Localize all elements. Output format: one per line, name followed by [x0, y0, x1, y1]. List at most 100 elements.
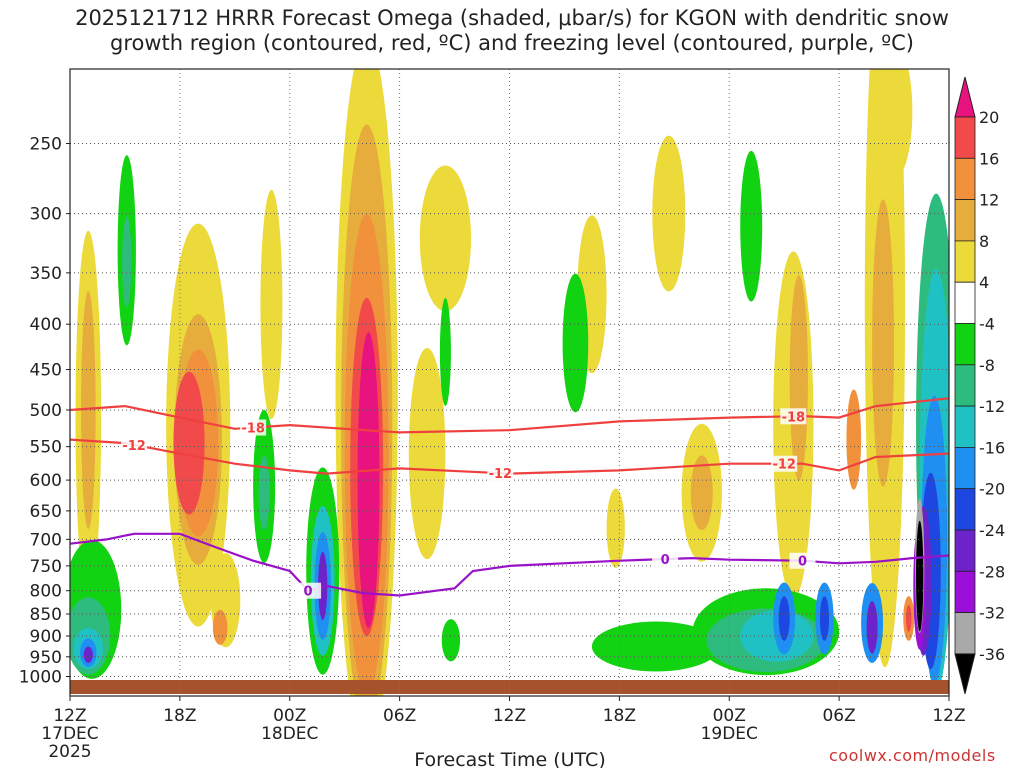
omega-ascent-area [441, 619, 461, 662]
colorbar-label: -16 [979, 438, 1005, 457]
colorbar-bin [954, 323, 976, 366]
contour-label-bg [240, 419, 267, 436]
contour-label-bg [652, 551, 679, 568]
omega-ascent-area [819, 596, 830, 641]
contour-label: -18 [241, 422, 265, 437]
chart-title: 2025121712 HRRR Forecast Omega (shaded, … [0, 6, 1024, 56]
y-tick-label: 350 [30, 264, 62, 284]
y-tick-label: 900 [30, 627, 62, 647]
omega-descent-area [872, 199, 895, 487]
omega-descent-area [789, 275, 808, 481]
omega-ascent-area [591, 621, 721, 672]
y-tick-label: 850 [30, 605, 62, 625]
y-tick-label: 500 [30, 401, 62, 421]
x-tick-sublabel: 18DEC [261, 724, 318, 744]
omega-descent-area [690, 455, 713, 531]
contour-label: 0 [304, 585, 313, 600]
omega-shading [70, 0, 949, 696]
colorbar-label: -28 [979, 562, 1005, 581]
colorbar-label: 16 [979, 149, 999, 168]
omega-descent-area [80, 290, 96, 530]
colorbar-bin [954, 570, 976, 613]
colorbar-label: -36 [979, 645, 1005, 664]
contour-label: -18 [782, 410, 806, 425]
y-tick-label: 300 [30, 205, 62, 225]
colorbar-bin [954, 281, 976, 324]
contour-label: -12 [772, 458, 796, 473]
y-tick-label: 950 [30, 648, 62, 668]
colorbar-bin [954, 446, 976, 490]
colorbar-label: -8 [979, 356, 995, 375]
contour-label: 0 [661, 553, 670, 568]
x-tick-sublabel: 17DEC [41, 724, 98, 744]
omega-descent-area [905, 605, 912, 632]
contour-line [70, 397, 949, 434]
x-tick-label: 12Z [53, 706, 86, 726]
omega-ascent-area [122, 216, 132, 308]
x-tick-label: 18Z [163, 706, 196, 726]
y-tick-label: 550 [30, 438, 62, 458]
contour-label-bg [771, 455, 798, 472]
colorbar-label: 12 [979, 191, 999, 210]
terrain-ground [70, 680, 949, 694]
y-tick-label: 650 [30, 502, 62, 522]
contour-label-bg [121, 436, 148, 453]
x-tick-label: 18Z [603, 706, 636, 726]
colorbar-label: -24 [979, 521, 1005, 540]
contour-line [70, 438, 949, 475]
x-tick-label: 06Z [383, 706, 416, 726]
colorbar-bin [954, 116, 976, 159]
y-tick-label: 600 [30, 471, 62, 491]
colorbar-label: -20 [979, 480, 1005, 499]
x-tick-label: 12Z [493, 706, 526, 726]
omega-descent-area [875, 69, 913, 179]
colorbar-bin [954, 405, 976, 448]
grid-lines [70, 69, 949, 696]
colorbar-bin [954, 157, 976, 201]
omega-descent-area [408, 348, 446, 560]
contour-label-bg [295, 582, 322, 599]
colorbar-bottom-arrow [954, 653, 976, 695]
y-tick-label: 250 [30, 135, 62, 155]
colorbar-label: -12 [979, 397, 1005, 416]
omega-descent-area [260, 189, 283, 420]
contour-label-bg [789, 552, 816, 569]
omega-descent-area [606, 488, 625, 568]
x-tick-label: 00Z [713, 706, 746, 726]
colorbar-bin [954, 240, 976, 283]
x-tick-label: 06Z [822, 706, 855, 726]
contour-label-bg [487, 465, 514, 482]
colorbar-label: -4 [979, 315, 995, 334]
colorbar-label: -32 [979, 604, 1005, 623]
y-tick-label: 700 [30, 530, 62, 550]
omega-descent-area [173, 371, 205, 515]
y-tick-label: 1000 [19, 668, 62, 688]
y-tick-label: 750 [30, 557, 62, 577]
omega-descent-area [652, 135, 686, 292]
omega-ascent-area [83, 646, 93, 663]
contour-label: -12 [122, 439, 146, 454]
x-tick-sublabel: 19DEC [701, 724, 758, 744]
omega-ascent-area [916, 520, 924, 632]
colorbar-bin [954, 529, 976, 572]
omega-ascent-area [562, 273, 589, 413]
y-tick-label: 400 [30, 315, 62, 335]
omega-ascent-area [866, 601, 878, 654]
y-tick-label: 450 [30, 360, 62, 380]
omega-ascent-area [740, 150, 763, 302]
omega-ascent-area [439, 298, 451, 407]
title-line-1: 2025121712 HRRR Forecast Omega (shaded, … [75, 6, 949, 30]
colorbar-bin [954, 199, 976, 242]
title-line-2: growth region (contoured, red, ºC) and f… [110, 31, 914, 55]
x-tick-label: 00Z [273, 706, 306, 726]
colorbar-label: 8 [979, 232, 989, 251]
credit-link[interactable]: coolwx.com/models [829, 746, 996, 765]
y-tick-label: 800 [30, 582, 62, 602]
contour-label: -12 [489, 467, 513, 482]
colorbar-bin [954, 488, 976, 531]
omega-ascent-area [753, 0, 779, 45]
omega-descent-area [357, 332, 380, 628]
omega-descent-area [846, 389, 862, 490]
colorbar-top-arrow [954, 76, 976, 118]
colorbar-bin [954, 364, 976, 407]
